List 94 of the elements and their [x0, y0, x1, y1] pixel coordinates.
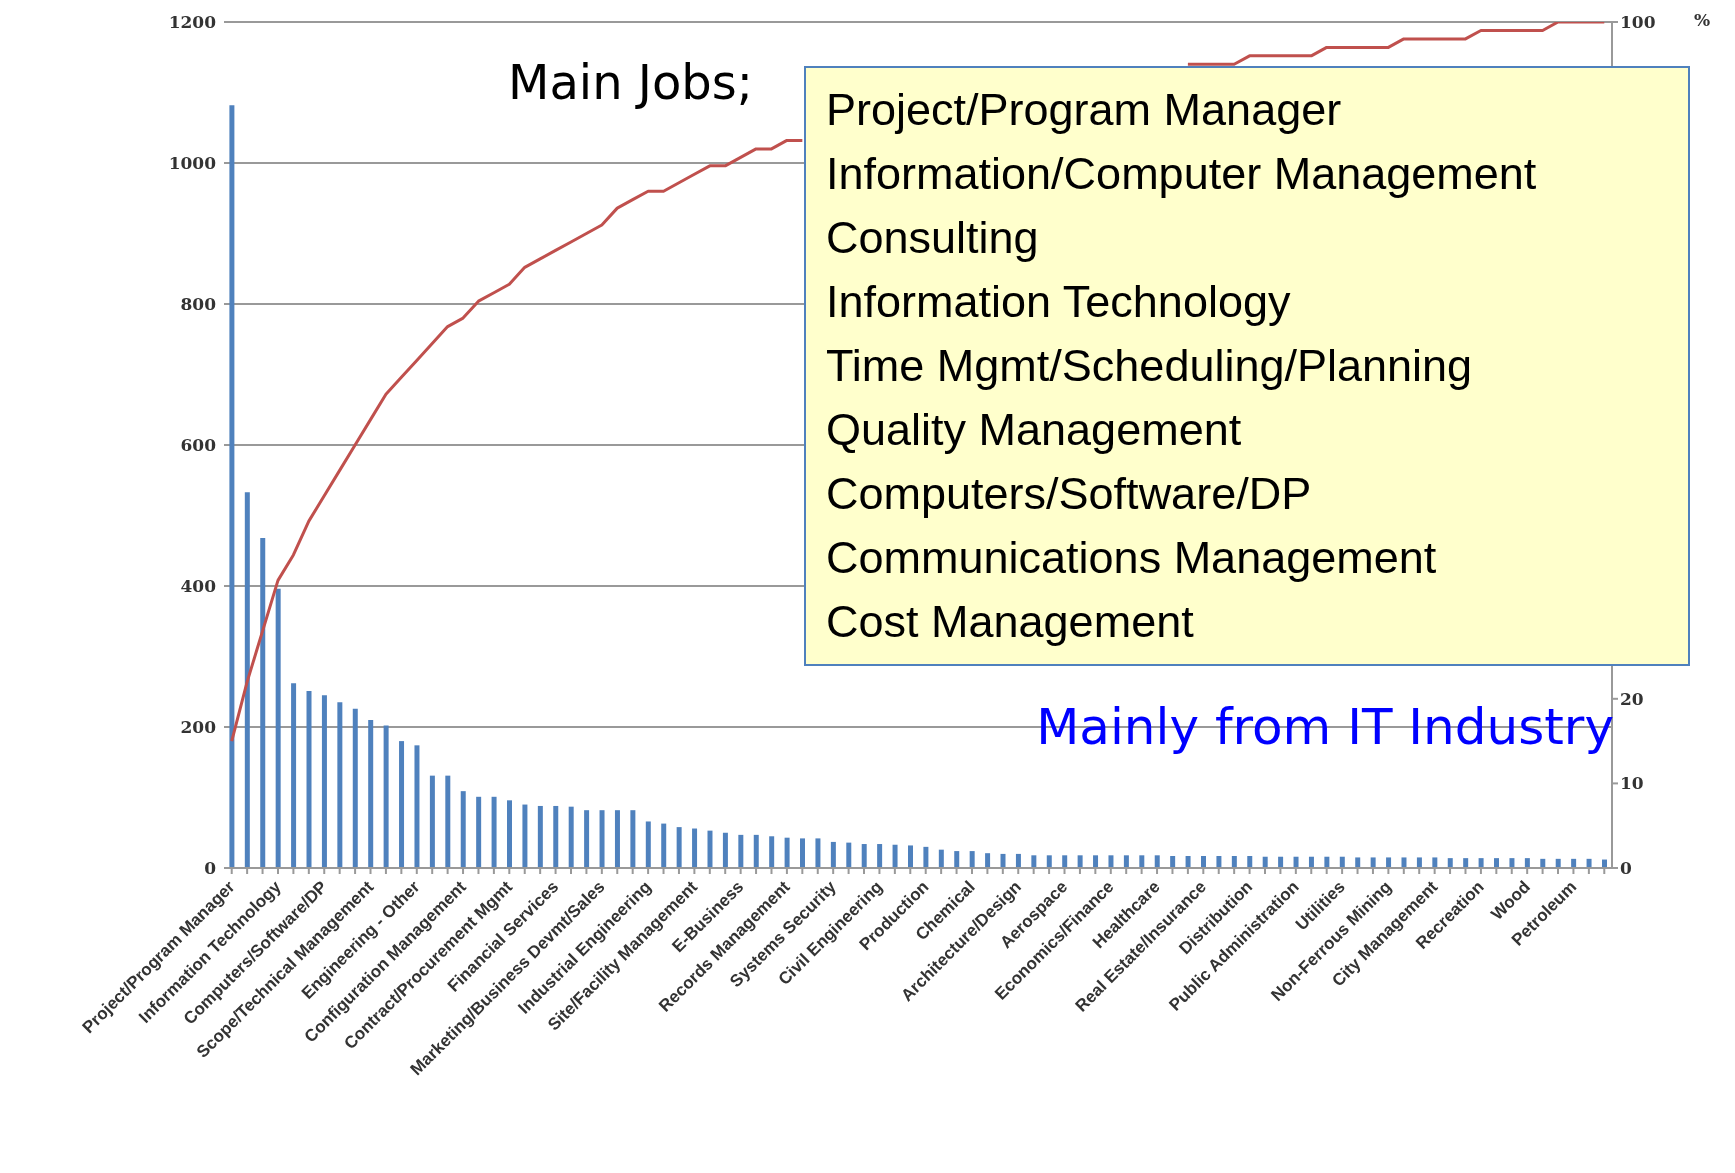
bar	[507, 800, 512, 868]
bar	[614, 810, 620, 868]
bar	[1170, 856, 1176, 868]
bar	[1355, 857, 1361, 868]
bar	[1478, 858, 1484, 868]
y-tick-label: 400	[180, 576, 217, 597]
bar	[1432, 857, 1438, 868]
y-tick-label: 1000	[168, 153, 217, 174]
bar	[846, 842, 852, 868]
bar	[1494, 858, 1500, 868]
bar	[414, 745, 420, 868]
bar	[1154, 855, 1160, 868]
bar	[1046, 855, 1052, 868]
bar	[537, 805, 543, 868]
bar	[399, 741, 405, 868]
y-tick-label: 800	[180, 294, 217, 315]
bar	[599, 810, 605, 868]
bar	[1031, 855, 1037, 868]
bar	[491, 796, 497, 868]
bar	[584, 810, 590, 868]
bar	[568, 806, 574, 868]
bar	[445, 775, 451, 868]
bar	[352, 708, 358, 868]
bar	[877, 844, 883, 868]
bar	[985, 853, 991, 868]
bar	[1000, 853, 1006, 868]
bar	[923, 846, 929, 868]
bar	[1447, 858, 1453, 868]
y2-tick-label: 20	[1620, 688, 1644, 709]
bar	[1463, 858, 1469, 868]
bar	[275, 588, 281, 868]
bar	[753, 834, 759, 868]
bar	[784, 837, 790, 868]
bar	[907, 845, 913, 868]
bar	[676, 827, 682, 868]
bar	[830, 841, 836, 868]
bar	[800, 838, 806, 868]
bar	[1015, 853, 1021, 868]
y2-axis-title: %	[1694, 10, 1711, 30]
bar	[229, 105, 235, 868]
bar	[291, 683, 297, 868]
annotation: Main Jobs;	[508, 54, 754, 110]
bar	[1108, 855, 1114, 868]
bar	[1416, 857, 1422, 868]
bar	[661, 823, 667, 868]
bar	[368, 719, 374, 868]
bar	[460, 791, 466, 868]
y2-tick-label: 0	[1620, 858, 1632, 879]
y-tick-label: 1200	[168, 12, 217, 33]
bar	[1201, 856, 1206, 868]
bar	[1216, 856, 1222, 868]
bar	[1524, 858, 1530, 868]
bar	[1386, 857, 1392, 868]
bar	[1401, 857, 1407, 868]
bar	[1247, 856, 1253, 868]
annotation: Mainly from IT Industry	[1036, 698, 1614, 756]
bar	[630, 810, 636, 868]
bar	[969, 851, 975, 868]
bar	[260, 538, 266, 868]
bar	[476, 796, 482, 868]
bar	[1062, 855, 1068, 868]
bar	[954, 851, 960, 868]
bar	[1093, 855, 1099, 868]
bar	[938, 849, 944, 868]
bar	[722, 832, 728, 868]
bar	[337, 702, 343, 868]
bar	[692, 828, 698, 868]
bar	[306, 691, 312, 868]
bar	[861, 844, 867, 868]
text: Project/Program Manager Information/Computer Management Consulting Information Technology Time Mgmt/Scheduling/Planning Quality Management Computers/Software/DP Communications Management Cost Management	[826, 84, 1537, 647]
bar	[1077, 855, 1083, 868]
bar	[645, 821, 651, 868]
y2-tick-label: 10	[1620, 773, 1644, 794]
bar	[1123, 855, 1129, 868]
bar	[815, 838, 821, 868]
bar	[383, 725, 389, 868]
bar	[892, 844, 898, 868]
y2-tick-label: 100	[1620, 12, 1656, 33]
bar	[1185, 856, 1191, 868]
bar	[1370, 857, 1376, 868]
bar	[738, 834, 744, 868]
bar	[429, 775, 435, 868]
bar	[769, 836, 775, 868]
bar	[522, 804, 528, 868]
bar	[244, 492, 250, 868]
bar	[1139, 855, 1145, 868]
bar	[707, 830, 713, 868]
bar	[553, 805, 559, 868]
y-tick-label: 200	[180, 717, 217, 738]
bar	[1231, 856, 1237, 868]
y-tick-label: 0	[204, 858, 217, 879]
bar	[1509, 858, 1515, 868]
y-tick-label: 600	[180, 435, 217, 456]
bar	[321, 695, 327, 868]
